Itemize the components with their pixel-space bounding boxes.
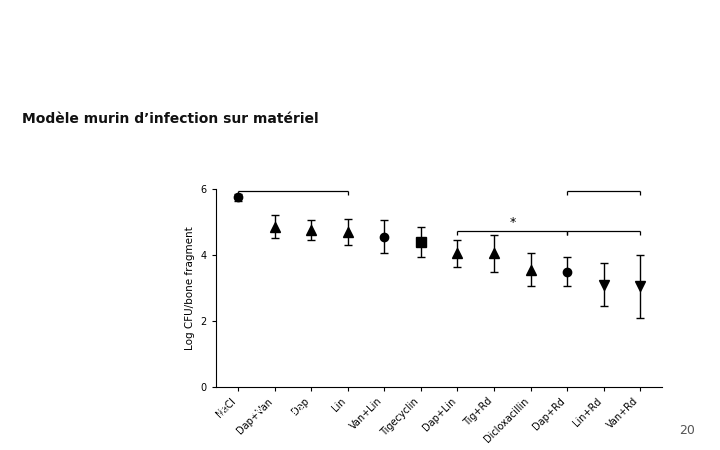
Text: NP Jorgensen et al. Pathogens and disease - 2017: NP Jorgensen et al. Pathogens and diseas… xyxy=(11,405,304,418)
Text: Traitement de l’ostéomyelite du biofilm à: Traitement de l’ostéomyelite du biofilm … xyxy=(0,48,353,72)
Text: 20: 20 xyxy=(679,423,695,436)
Text: Modèle murin d’infection sur matériel: Modèle murin d’infection sur matériel xyxy=(22,112,318,126)
Text: *: * xyxy=(509,216,516,229)
Text: S. aureus: S. aureus xyxy=(353,48,474,71)
Y-axis label: Log CFU/bone fragment: Log CFU/bone fragment xyxy=(185,226,195,350)
